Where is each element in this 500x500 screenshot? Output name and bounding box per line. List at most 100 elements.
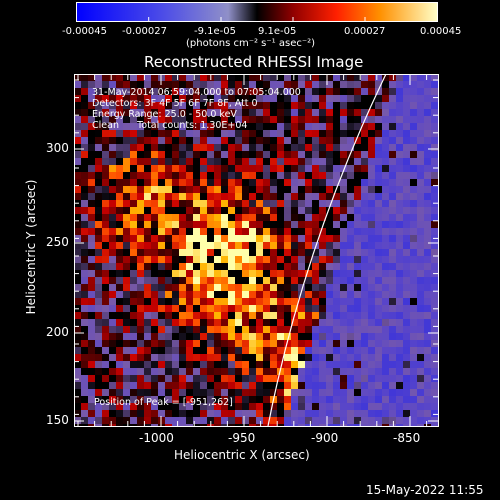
heatmap-cell <box>270 354 277 361</box>
heatmap-cell <box>389 193 396 200</box>
heatmap-cell <box>361 312 368 319</box>
heatmap-cell <box>382 312 389 319</box>
heatmap-cell <box>193 158 200 165</box>
heatmap-cell <box>207 326 214 333</box>
heatmap-cell <box>165 228 172 235</box>
heatmap-cell <box>88 263 95 270</box>
heatmap-cell <box>144 214 151 221</box>
heatmap-cell <box>319 284 326 291</box>
heatmap-cell <box>207 179 214 186</box>
heatmap-cell <box>291 130 298 137</box>
heatmap-cell <box>270 403 277 410</box>
heatmap-cell <box>228 172 235 179</box>
heatmap-cell <box>109 186 116 193</box>
heatmap-cell <box>144 221 151 228</box>
heatmap-cell <box>417 256 424 263</box>
heatmap-cell <box>319 137 326 144</box>
heatmap-cell <box>298 228 305 235</box>
heatmap-cell <box>193 109 200 116</box>
heatmap-cell <box>207 277 214 284</box>
heatmap-cell <box>424 165 431 172</box>
heatmap-cell <box>242 347 249 354</box>
heatmap-cell <box>186 368 193 375</box>
heatmap-cell <box>116 102 123 109</box>
heatmap-cell <box>242 249 249 256</box>
heatmap-cell <box>109 263 116 270</box>
heatmap-cell <box>116 417 123 424</box>
heatmap-cell <box>158 340 165 347</box>
heatmap-cell <box>95 74 102 81</box>
heatmap-cell <box>95 284 102 291</box>
heatmap-cell <box>235 284 242 291</box>
heatmap-cell <box>186 214 193 221</box>
heatmap-cell <box>179 116 186 123</box>
heatmap-cell <box>158 291 165 298</box>
heatmap-cell <box>361 368 368 375</box>
heatmap-cell <box>333 214 340 221</box>
heatmap-cell <box>375 326 382 333</box>
heatmap-cell <box>186 158 193 165</box>
heatmap-cell <box>424 340 431 347</box>
heatmap-cell <box>263 81 270 88</box>
heatmap-cell <box>396 382 403 389</box>
heatmap-cell <box>214 417 221 424</box>
heatmap-cell <box>340 172 347 179</box>
heatmap-cell <box>431 389 438 396</box>
heatmap-cell <box>179 354 186 361</box>
heatmap-cell <box>403 361 410 368</box>
heatmap-cell <box>158 410 165 417</box>
heatmap-cell <box>74 249 81 256</box>
heatmap-cell <box>403 298 410 305</box>
heatmap-cell <box>319 165 326 172</box>
heatmap-cell <box>284 403 291 410</box>
heatmap-cell <box>375 200 382 207</box>
heatmap-cell <box>333 221 340 228</box>
heatmap-cell <box>424 214 431 221</box>
heatmap-cell <box>305 319 312 326</box>
heatmap-cell <box>158 270 165 277</box>
heatmap-cell <box>298 130 305 137</box>
heatmap-cell <box>340 270 347 277</box>
heatmap-cell <box>116 214 123 221</box>
heatmap-cell <box>270 158 277 165</box>
heatmap-cell <box>389 137 396 144</box>
heatmap-cell <box>354 396 361 403</box>
heatmap-cell <box>130 116 137 123</box>
heatmap-cell <box>165 389 172 396</box>
heatmap-cell <box>326 354 333 361</box>
heatmap-cell <box>340 284 347 291</box>
heatmap-cell <box>207 410 214 417</box>
heatmap-cell <box>242 172 249 179</box>
heatmap-cell <box>368 389 375 396</box>
heatmap-cell <box>277 88 284 95</box>
heatmap-cell <box>172 144 179 151</box>
heatmap-cell <box>277 340 284 347</box>
heatmap-cell <box>207 284 214 291</box>
heatmap-cell <box>200 270 207 277</box>
heatmap-cell <box>347 200 354 207</box>
heatmap-cell <box>81 326 88 333</box>
heatmap-cell <box>389 144 396 151</box>
info-line-energy: Energy Range: 25.0 - 50.0 keV <box>92 109 237 120</box>
heatmap-cell <box>102 221 109 228</box>
heatmap-cell <box>382 200 389 207</box>
heatmap-cell <box>228 221 235 228</box>
heatmap-cell <box>305 235 312 242</box>
heatmap-cell <box>263 172 270 179</box>
heatmap-cell <box>130 319 137 326</box>
heatmap-cell <box>291 95 298 102</box>
heatmap-cell <box>333 326 340 333</box>
heatmap-cell <box>284 179 291 186</box>
heatmap-cell <box>263 298 270 305</box>
heatmap-cell <box>172 74 179 81</box>
heatmap-cell <box>193 333 200 340</box>
heatmap-cell <box>305 256 312 263</box>
heatmap-cell <box>144 298 151 305</box>
heatmap-cell <box>375 214 382 221</box>
heatmap-cell <box>109 158 116 165</box>
heatmap-cell <box>417 242 424 249</box>
heatmap-cell <box>242 158 249 165</box>
heatmap-cell <box>291 249 298 256</box>
heatmap-cell <box>410 235 417 242</box>
heatmap-cell <box>242 221 249 228</box>
